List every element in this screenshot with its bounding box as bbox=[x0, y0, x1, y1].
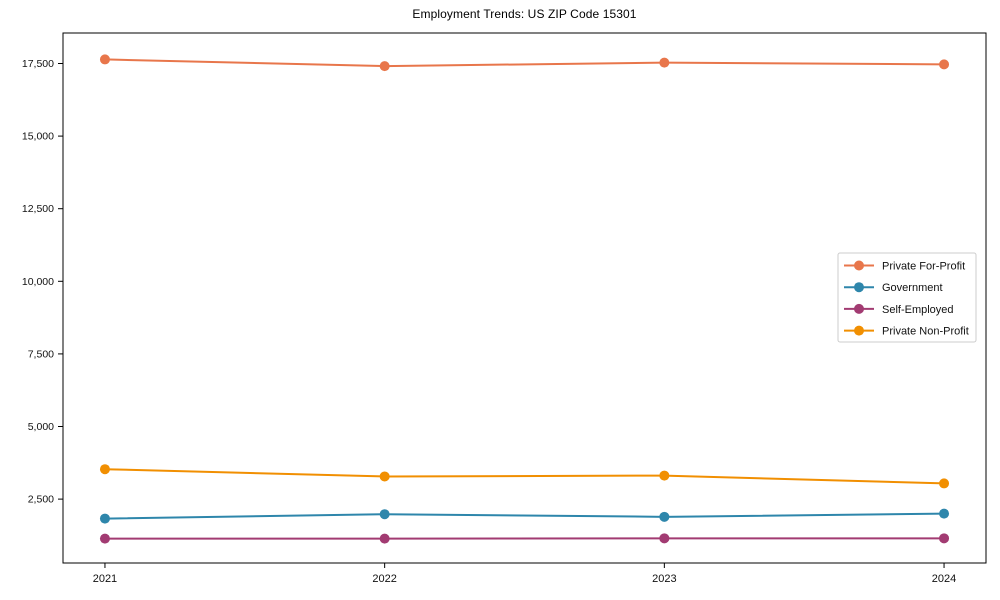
data-point-private-non-profit bbox=[659, 470, 670, 481]
series-line-private-for-profit bbox=[104, 58, 945, 68]
legend-label: Private For-Profit bbox=[882, 261, 965, 273]
chart-title: Employment Trends: US ZIP Code 15301 bbox=[412, 7, 637, 21]
legend-label: Self-Employed bbox=[882, 304, 954, 316]
data-point-private-non-profit bbox=[379, 471, 390, 482]
data-point-private-non-profit bbox=[939, 478, 950, 489]
data-point-private-for-profit bbox=[939, 59, 950, 70]
legend-marker bbox=[854, 303, 864, 314]
data-point-self-employed bbox=[659, 533, 670, 544]
x-axis: 2021 2022 2023 2024 bbox=[93, 563, 956, 585]
y-tick-label: 2,500 bbox=[28, 494, 54, 506]
data-point-self-employed bbox=[379, 533, 390, 544]
data-point-private-non-profit bbox=[99, 464, 110, 475]
series-government bbox=[99, 508, 950, 524]
x-tick-label: 2022 bbox=[372, 573, 396, 585]
data-point-government bbox=[379, 509, 390, 520]
y-tick-label: 5,000 bbox=[28, 421, 54, 433]
series-line-government bbox=[104, 512, 945, 520]
y-tick-label: 7,500 bbox=[28, 348, 54, 360]
legend-label: Private Non-Profit bbox=[882, 326, 969, 338]
y-tick-label: 10,000 bbox=[22, 276, 54, 288]
y-tick-label: 15,000 bbox=[22, 131, 54, 143]
data-point-government bbox=[99, 513, 110, 524]
legend-marker bbox=[854, 260, 864, 271]
data-point-private-for-profit bbox=[379, 61, 390, 72]
legend-box bbox=[837, 252, 977, 343]
x-tick-label: 2024 bbox=[932, 573, 956, 585]
y-axis: 2,500 5,000 7,500 10,000 12,500 15,000 17,500 bbox=[22, 58, 63, 506]
legend: Private For-Profit Government Self-Employe… bbox=[837, 252, 977, 343]
data-point-government bbox=[939, 508, 950, 519]
legend-marker bbox=[854, 325, 864, 336]
plot-frame bbox=[62, 32, 987, 564]
legend-marker bbox=[854, 282, 864, 293]
x-tick-label: 2021 bbox=[93, 573, 117, 585]
data-point-self-employed bbox=[99, 533, 110, 544]
data-point-private-for-profit bbox=[99, 54, 110, 65]
data-point-self-employed bbox=[939, 533, 950, 544]
series-private-for-profit bbox=[99, 54, 950, 72]
y-tick-label: 12,500 bbox=[22, 203, 54, 215]
data-point-private-for-profit bbox=[659, 57, 670, 68]
series-self-employed bbox=[99, 533, 950, 544]
series-line-private-non-profit bbox=[104, 468, 945, 485]
legend-label: Government bbox=[882, 282, 943, 294]
y-tick-label: 17,500 bbox=[22, 58, 54, 70]
x-tick-label: 2023 bbox=[652, 573, 676, 585]
series-private-non-profit bbox=[99, 464, 950, 489]
data-point-government bbox=[659, 511, 670, 522]
